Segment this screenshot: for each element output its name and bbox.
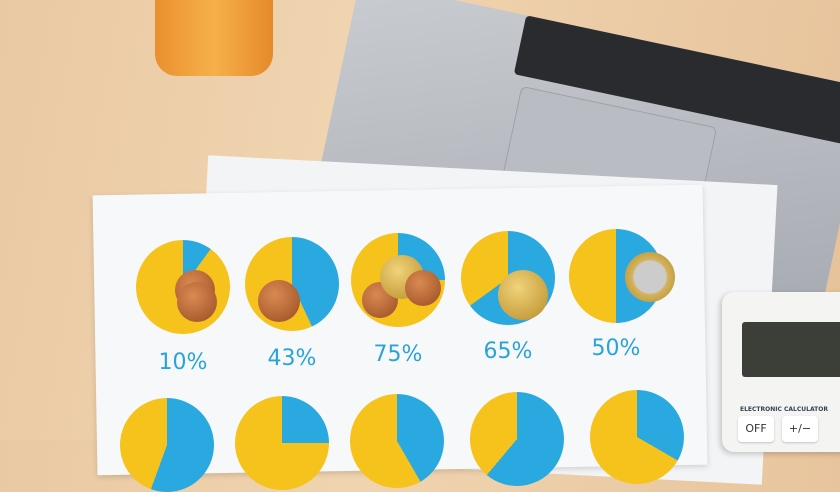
coin	[625, 252, 675, 302]
orange-cup	[155, 0, 273, 76]
plus-minus-button: +/−	[782, 416, 818, 442]
percent-label: 10%	[158, 350, 208, 375]
coin	[177, 282, 217, 322]
off-button: OFF	[738, 416, 774, 442]
coin	[405, 270, 441, 306]
pie-chart-bottom	[470, 392, 564, 486]
coin	[498, 270, 548, 320]
pie-chart-bottom	[590, 390, 684, 484]
percent-label: 75%	[373, 342, 423, 367]
percent-label: 65%	[483, 339, 533, 364]
percent-label: 50%	[591, 336, 641, 361]
coin	[258, 280, 300, 322]
pie-chart-bottom	[235, 396, 329, 490]
pie-chart-bottom	[120, 398, 214, 492]
percent-label: 43%	[267, 346, 317, 371]
calculator-brand: ELECTRONIC CALCULATOR	[740, 406, 828, 413]
calculator-display	[742, 322, 840, 377]
pie-chart-bottom	[350, 394, 444, 488]
calculator: ELECTRONIC CALCULATOR OFF +/−	[722, 292, 840, 452]
